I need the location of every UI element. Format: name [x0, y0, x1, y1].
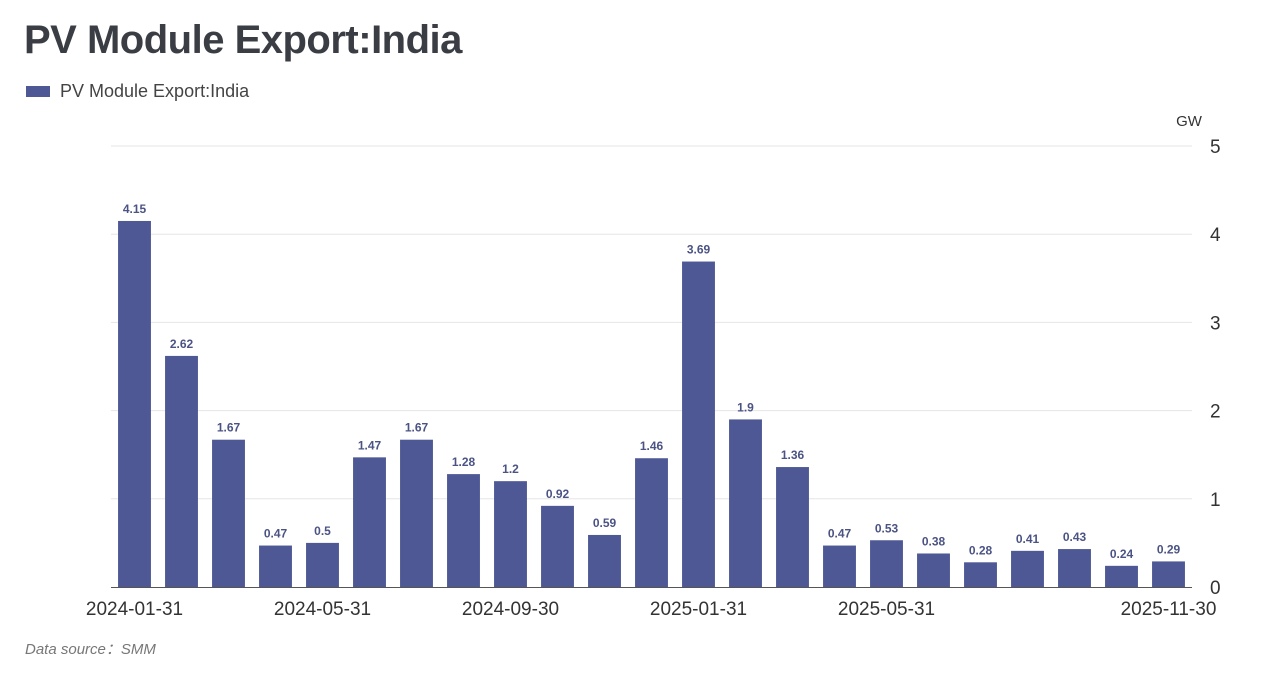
data-label: 0.5	[314, 524, 331, 538]
data-source: Data source：SMM	[25, 641, 156, 658]
bar	[870, 540, 903, 587]
legend-swatch	[26, 86, 50, 97]
x-tick-label: 2025-05-31	[838, 599, 935, 620]
data-label: 0.43	[1063, 530, 1087, 544]
bar	[964, 562, 997, 587]
y-tick-label: 4	[1210, 225, 1221, 246]
bar	[212, 439, 245, 587]
legend-label: PV Module Export:India	[60, 81, 250, 101]
bar	[165, 355, 198, 587]
bar	[682, 261, 715, 587]
data-label: 0.47	[264, 527, 288, 541]
chart-title: PV Module Export:India	[24, 18, 462, 62]
bar	[917, 553, 950, 587]
data-label: 0.28	[969, 543, 993, 557]
bar	[259, 545, 292, 587]
data-label: 1.47	[358, 438, 382, 452]
bar	[494, 481, 527, 587]
y-tick-label: 2	[1210, 402, 1221, 423]
y-unit-label: GW	[1176, 113, 1203, 130]
x-tick-label: 2024-09-30	[462, 599, 559, 620]
data-label: 0.29	[1157, 542, 1181, 556]
x-tick-label: 2025-01-31	[650, 599, 747, 620]
data-label: 0.92	[546, 487, 570, 501]
data-label: 0.41	[1016, 532, 1040, 546]
bar	[1105, 565, 1138, 587]
data-label: 0.38	[922, 534, 946, 548]
bar	[118, 220, 151, 587]
bar	[400, 439, 433, 587]
bar	[635, 458, 668, 587]
x-tick-label: 2025-11-30	[1121, 599, 1217, 620]
y-tick-label: 1	[1210, 490, 1221, 511]
data-label: 4.15	[123, 202, 147, 216]
data-label: 0.24	[1110, 547, 1134, 561]
data-label: 0.59	[593, 516, 617, 530]
y-tick-label: 0	[1210, 578, 1221, 599]
x-tick-label: 2024-05-31	[274, 599, 371, 620]
bar	[306, 542, 339, 587]
bar	[1011, 550, 1044, 587]
data-label: 1.67	[217, 421, 241, 435]
bar	[541, 505, 574, 587]
bar	[447, 474, 480, 587]
bar	[776, 467, 809, 587]
bar	[1058, 549, 1091, 587]
bar	[823, 545, 856, 587]
data-label: 1.2	[502, 462, 519, 476]
data-label: 1.36	[781, 448, 805, 462]
data-label: 1.67	[405, 421, 429, 435]
data-label: 1.46	[640, 439, 664, 453]
y-tick-label: 5	[1210, 137, 1221, 158]
data-label: 0.47	[828, 527, 852, 541]
data-label: 1.28	[452, 455, 476, 469]
data-label: 2.62	[170, 337, 194, 351]
data-label: 0.53	[875, 521, 899, 535]
bar	[729, 419, 762, 587]
bar	[1152, 561, 1185, 587]
data-label: 3.69	[687, 243, 711, 257]
bar	[353, 457, 386, 587]
bar	[588, 534, 621, 587]
y-tick-label: 3	[1210, 313, 1221, 334]
legend[interactable]: PV Module Export:India	[26, 81, 249, 102]
data-label: 1.9	[737, 400, 754, 414]
x-tick-label: 2024-01-31	[86, 599, 183, 620]
